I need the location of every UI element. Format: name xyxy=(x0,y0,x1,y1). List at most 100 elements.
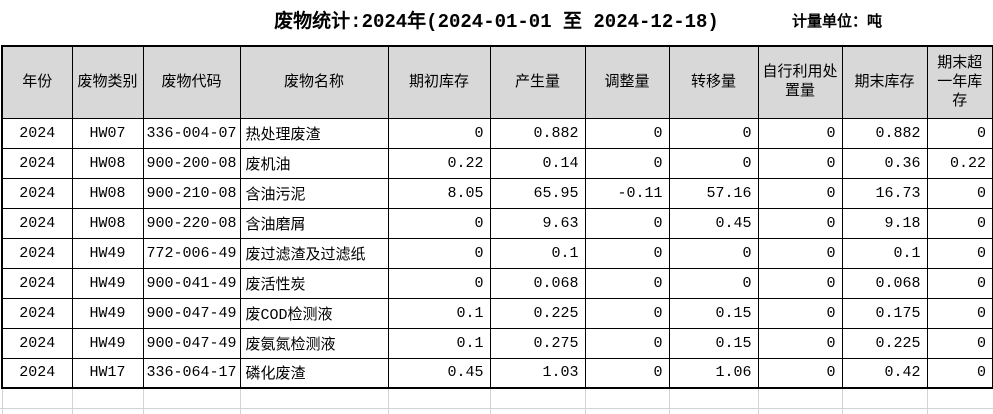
cell-waste-category[interactable]: HW49 xyxy=(71,327,144,359)
cell-self-utilized-disposed[interactable]: 0 xyxy=(757,207,843,239)
cell-over-one-year-stock[interactable]: 0 xyxy=(926,177,993,209)
header-opening-stock[interactable]: 期初库存 xyxy=(387,45,491,119)
cell-opening-stock[interactable]: 0.22 xyxy=(387,147,491,179)
cell-waste-category[interactable]: HW08 xyxy=(71,177,144,209)
header-year[interactable]: 年份 xyxy=(1,45,73,119)
cell-waste-name[interactable]: 废COD检测液 xyxy=(239,297,389,329)
cell-transferred-amount[interactable]: 0 xyxy=(668,267,759,299)
cell-over-one-year-stock[interactable]: 0.22 xyxy=(926,147,993,179)
cell-self-utilized-disposed[interactable]: 0 xyxy=(757,117,843,149)
cell-waste-category[interactable]: HW17 xyxy=(71,357,144,389)
cell-waste-code[interactable]: 900-200-08 xyxy=(142,147,241,179)
cell-transferred-amount[interactable]: 0.45 xyxy=(668,207,759,239)
cell-closing-stock[interactable]: 0.36 xyxy=(841,147,928,179)
cell-closing-stock[interactable]: 0.175 xyxy=(841,297,928,329)
cell-over-one-year-stock[interactable]: 0 xyxy=(926,207,993,239)
cell-year[interactable]: 2024 xyxy=(1,177,73,209)
cell-opening-stock[interactable]: 0 xyxy=(387,207,491,239)
cell-waste-name[interactable]: 废机油 xyxy=(239,147,389,179)
cell-closing-stock[interactable]: 0.068 xyxy=(841,267,928,299)
cell-waste-category[interactable]: HW49 xyxy=(71,297,144,329)
cell-over-one-year-stock[interactable]: 0 xyxy=(926,237,993,269)
cell-waste-name[interactable]: 废过滤渣及过滤纸 xyxy=(239,237,389,269)
cell-opening-stock[interactable]: 0.1 xyxy=(387,297,491,329)
cell-transferred-amount[interactable]: 0.15 xyxy=(668,297,759,329)
cell-produced-amount[interactable]: 1.03 xyxy=(489,357,586,389)
cell-closing-stock[interactable]: 0.42 xyxy=(841,357,928,389)
cell-waste-code[interactable]: 900-047-49 xyxy=(142,297,241,329)
cell-closing-stock[interactable]: 0.1 xyxy=(841,237,928,269)
cell-adjusted-amount[interactable]: -0.11 xyxy=(584,177,670,209)
cell-waste-name[interactable]: 热处理废渣 xyxy=(239,117,389,149)
header-transferred-amount[interactable]: 转移量 xyxy=(668,45,759,119)
cell-self-utilized-disposed[interactable]: 0 xyxy=(757,177,843,209)
cell-produced-amount[interactable]: 0.882 xyxy=(489,117,586,149)
header-closing-stock[interactable]: 期末库存 xyxy=(841,45,928,119)
cell-year[interactable]: 2024 xyxy=(1,237,73,269)
cell-year[interactable]: 2024 xyxy=(1,147,73,179)
cell-closing-stock[interactable]: 16.73 xyxy=(841,177,928,209)
cell-waste-code[interactable]: 900-210-08 xyxy=(142,177,241,209)
cell-transferred-amount[interactable]: 57.16 xyxy=(668,177,759,209)
cell-waste-name[interactable]: 废活性炭 xyxy=(239,267,389,299)
cell-closing-stock[interactable]: 0.882 xyxy=(841,117,928,149)
cell-opening-stock[interactable]: 0 xyxy=(387,237,491,269)
cell-waste-category[interactable]: HW49 xyxy=(71,267,144,299)
cell-transferred-amount[interactable]: 0.15 xyxy=(668,327,759,359)
cell-waste-category[interactable]: HW08 xyxy=(71,147,144,179)
cell-opening-stock[interactable]: 0.1 xyxy=(387,327,491,359)
cell-year[interactable]: 2024 xyxy=(1,327,73,359)
cell-adjusted-amount[interactable]: 0 xyxy=(584,357,670,389)
cell-self-utilized-disposed[interactable]: 0 xyxy=(757,147,843,179)
cell-year[interactable]: 2024 xyxy=(1,297,73,329)
cell-transferred-amount[interactable]: 0 xyxy=(668,117,759,149)
cell-transferred-amount[interactable]: 1.06 xyxy=(668,357,759,389)
cell-transferred-amount[interactable]: 0 xyxy=(668,237,759,269)
cell-transferred-amount[interactable]: 0 xyxy=(668,147,759,179)
cell-produced-amount[interactable]: 0.14 xyxy=(489,147,586,179)
cell-waste-name[interactable]: 废氨氮检测液 xyxy=(239,327,389,359)
cell-adjusted-amount[interactable]: 0 xyxy=(584,147,670,179)
cell-waste-name[interactable]: 含油磨屑 xyxy=(239,207,389,239)
cell-waste-category[interactable]: HW08 xyxy=(71,207,144,239)
header-waste-category[interactable]: 废物类别 xyxy=(71,45,144,119)
cell-year[interactable]: 2024 xyxy=(1,267,73,299)
cell-over-one-year-stock[interactable]: 0 xyxy=(926,297,993,329)
cell-adjusted-amount[interactable]: 0 xyxy=(584,297,670,329)
cell-adjusted-amount[interactable]: 0 xyxy=(584,267,670,299)
cell-opening-stock[interactable]: 0 xyxy=(387,267,491,299)
cell-self-utilized-disposed[interactable]: 0 xyxy=(757,237,843,269)
cell-waste-category[interactable]: HW49 xyxy=(71,237,144,269)
cell-self-utilized-disposed[interactable]: 0 xyxy=(757,297,843,329)
cell-opening-stock[interactable]: 8.05 xyxy=(387,177,491,209)
cell-closing-stock[interactable]: 9.18 xyxy=(841,207,928,239)
cell-over-one-year-stock[interactable]: 0 xyxy=(926,267,993,299)
header-self-utilized-disposed[interactable]: 自行利用处置量 xyxy=(757,45,843,119)
header-produced-amount[interactable]: 产生量 xyxy=(489,45,586,119)
cell-year[interactable]: 2024 xyxy=(1,207,73,239)
cell-over-one-year-stock[interactable]: 0 xyxy=(926,327,993,359)
cell-waste-name[interactable]: 磷化废渣 xyxy=(239,357,389,389)
cell-year[interactable]: 2024 xyxy=(1,117,73,149)
cell-produced-amount[interactable]: 0.225 xyxy=(489,297,586,329)
cell-year[interactable]: 2024 xyxy=(1,357,73,389)
cell-over-one-year-stock[interactable]: 0 xyxy=(926,117,993,149)
cell-produced-amount[interactable]: 0.068 xyxy=(489,267,586,299)
cell-opening-stock[interactable]: 0 xyxy=(387,117,491,149)
cell-self-utilized-disposed[interactable]: 0 xyxy=(757,267,843,299)
cell-produced-amount[interactable]: 0.275 xyxy=(489,327,586,359)
cell-produced-amount[interactable]: 0.1 xyxy=(489,237,586,269)
cell-opening-stock[interactable]: 0.45 xyxy=(387,357,491,389)
cell-over-one-year-stock[interactable]: 0 xyxy=(926,357,993,389)
cell-produced-amount[interactable]: 65.95 xyxy=(489,177,586,209)
header-adjusted-amount[interactable]: 调整量 xyxy=(584,45,670,119)
header-waste-name[interactable]: 废物名称 xyxy=(239,45,389,119)
cell-closing-stock[interactable]: 0.225 xyxy=(841,327,928,359)
cell-waste-code[interactable]: 900-041-49 xyxy=(142,267,241,299)
cell-waste-code[interactable]: 772-006-49 xyxy=(142,237,241,269)
header-over-one-year-stock[interactable]: 期末超一年库存 xyxy=(926,45,993,119)
cell-self-utilized-disposed[interactable]: 0 xyxy=(757,357,843,389)
cell-waste-code[interactable]: 336-064-17 xyxy=(142,357,241,389)
cell-adjusted-amount[interactable]: 0 xyxy=(584,327,670,359)
cell-adjusted-amount[interactable]: 0 xyxy=(584,207,670,239)
